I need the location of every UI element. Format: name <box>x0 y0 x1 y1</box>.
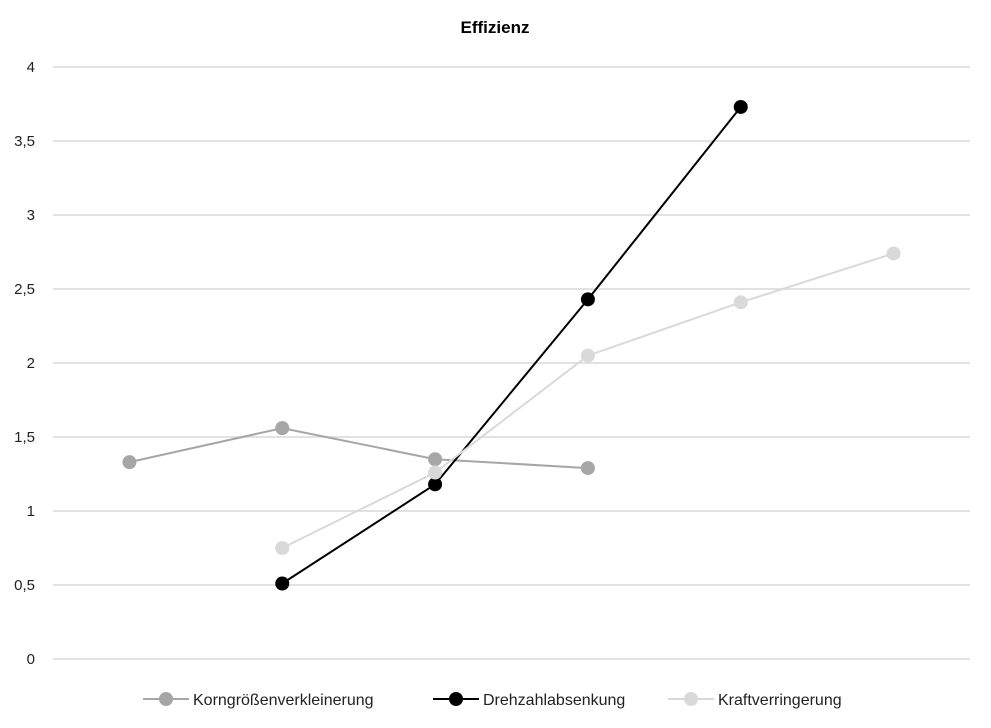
legend-item: Drehzahlabsenkung <box>433 692 625 709</box>
legend-label: Korngrößenverkleinerung <box>193 692 374 709</box>
series-line <box>281 106 742 585</box>
y-tick-label: 1,5 <box>14 429 35 446</box>
y-tick-label: 0,5 <box>14 577 35 594</box>
series-1 <box>122 421 595 476</box>
gridlines <box>53 66 970 660</box>
legend-label: Drehzahlabsenkung <box>483 692 625 709</box>
legend-marker <box>449 692 463 706</box>
chart-title: Effizienz <box>461 18 530 37</box>
data-point <box>275 421 290 436</box>
y-axis-ticks: 0 0,5 1 1,5 2 2,5 3 3,5 4 <box>14 59 35 668</box>
series-3 <box>275 246 901 555</box>
series-line <box>129 427 588 470</box>
y-tick-label: 2,5 <box>14 281 35 298</box>
legend-item: Kraftverringerung <box>668 692 842 709</box>
legend-marker <box>684 692 698 706</box>
data-point <box>428 452 443 467</box>
data-point <box>580 461 595 476</box>
legend-item: Korngrößenverkleinerung <box>143 692 374 709</box>
y-tick-label: 3 <box>27 207 35 224</box>
y-tick-label: 3,5 <box>14 133 35 150</box>
legend-marker <box>159 692 173 706</box>
data-point <box>733 99 748 114</box>
series-lines <box>122 99 901 591</box>
data-point <box>428 477 443 492</box>
y-tick-label: 4 <box>27 59 35 76</box>
legend-label: Kraftverringerung <box>718 692 842 709</box>
data-point <box>275 576 290 591</box>
legend: Korngrößenverkleinerung Drehzahlabsenkung… <box>143 692 842 709</box>
data-point <box>580 292 595 307</box>
y-tick-label: 2 <box>27 355 35 372</box>
data-point <box>886 246 901 261</box>
series-2 <box>275 99 748 591</box>
data-point <box>580 348 595 363</box>
y-tick-label: 0 <box>27 651 35 668</box>
data-point <box>733 295 748 310</box>
data-point <box>122 455 137 470</box>
data-point <box>428 465 443 480</box>
y-tick-label: 1 <box>27 503 35 520</box>
data-point <box>275 541 290 555</box>
